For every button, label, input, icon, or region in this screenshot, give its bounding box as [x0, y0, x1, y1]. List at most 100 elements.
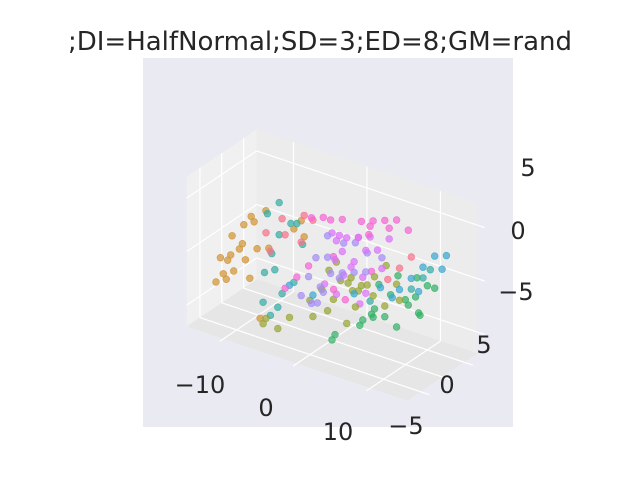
data-point	[338, 247, 346, 256]
data-point	[373, 246, 382, 254]
data-point	[369, 313, 377, 321]
data-point	[394, 272, 402, 280]
y-tick-label: 0	[439, 371, 454, 399]
tick-mark	[477, 331, 485, 336]
data-point	[329, 285, 338, 294]
data-point	[388, 294, 396, 302]
data-point	[442, 251, 451, 260]
z-grid-line	[256, 150, 478, 226]
data-point	[323, 232, 332, 240]
data-point	[300, 211, 308, 220]
data-point	[323, 307, 332, 315]
data-point	[423, 282, 432, 290]
tick-mark	[477, 277, 485, 282]
z-grid-line	[186, 203, 258, 252]
data-point	[357, 281, 366, 290]
data-point	[362, 268, 370, 276]
data-point	[275, 198, 283, 207]
data-point	[331, 256, 339, 264]
chart-title: ;DI=HalfNormal;SD=3;ED=8;GM=rand	[68, 27, 572, 57]
data-point	[431, 284, 439, 292]
y-tick-label: 5	[476, 331, 491, 359]
data-point	[362, 246, 370, 255]
data-point	[241, 256, 250, 264]
data-point	[357, 217, 366, 226]
data-point	[285, 313, 294, 322]
data-point	[338, 269, 346, 277]
data-point	[304, 262, 313, 270]
data-point	[278, 215, 286, 223]
data-point	[263, 210, 272, 218]
data-point	[414, 309, 423, 317]
data-point	[395, 264, 404, 272]
tick-mark	[477, 224, 485, 229]
data-point	[381, 302, 389, 310]
data-point	[262, 229, 270, 237]
data-point	[307, 214, 316, 222]
data-point	[362, 289, 370, 297]
data-point	[274, 303, 282, 311]
data-point	[304, 272, 313, 281]
data-point	[438, 265, 446, 273]
data-point	[293, 219, 301, 228]
data-point	[384, 275, 392, 284]
data-point	[350, 258, 358, 266]
data-point	[419, 263, 427, 271]
data-point	[228, 232, 236, 240]
data-point	[300, 233, 308, 241]
data-point	[271, 266, 279, 274]
data-point	[260, 268, 269, 277]
data-point	[240, 221, 248, 229]
data-point	[404, 226, 412, 234]
data-point	[407, 274, 415, 283]
data-point	[297, 291, 305, 300]
y-grid-line	[243, 287, 465, 363]
data-point	[350, 268, 358, 277]
data-point	[369, 292, 377, 300]
data-point	[319, 213, 327, 222]
data-point	[312, 254, 320, 262]
data-point	[407, 285, 415, 293]
data-point	[419, 274, 427, 282]
data-point	[212, 278, 220, 286]
data-point	[395, 296, 404, 304]
data-point	[253, 245, 261, 253]
data-point	[351, 303, 360, 311]
data-point	[319, 288, 327, 296]
data-point	[354, 233, 363, 242]
data-point	[381, 313, 389, 321]
data-point	[370, 305, 379, 313]
x-tick-label: −10	[175, 371, 226, 399]
tick-labels: −10 0 10 −5 0 5 −5 0 5	[175, 154, 536, 446]
data-point	[216, 254, 225, 262]
x-tick-label: 0	[258, 394, 273, 422]
data-point	[426, 266, 434, 274]
z-grid-line	[186, 150, 258, 199]
tick-mark	[219, 338, 224, 342]
data-point	[370, 273, 379, 281]
data-point	[326, 216, 335, 224]
y-grid-line	[199, 316, 421, 393]
y-tick-label: −5	[388, 412, 423, 440]
data-point	[281, 284, 289, 292]
data-point	[404, 301, 412, 309]
data-point	[331, 330, 339, 339]
data-point	[395, 285, 404, 294]
data-point	[431, 252, 439, 260]
data-point	[381, 216, 389, 225]
data-point	[309, 312, 317, 321]
data-point	[378, 264, 386, 273]
data-point	[392, 323, 401, 331]
data-point	[407, 253, 415, 261]
tick-mark	[292, 362, 298, 367]
data-point	[359, 316, 367, 324]
data-point	[246, 274, 254, 282]
data-point	[385, 235, 393, 243]
data-point	[338, 215, 346, 224]
data-point	[309, 291, 317, 299]
data-point	[227, 251, 235, 259]
data-point	[266, 247, 275, 255]
data-point	[293, 273, 301, 281]
z-tick-label: 5	[520, 154, 535, 182]
